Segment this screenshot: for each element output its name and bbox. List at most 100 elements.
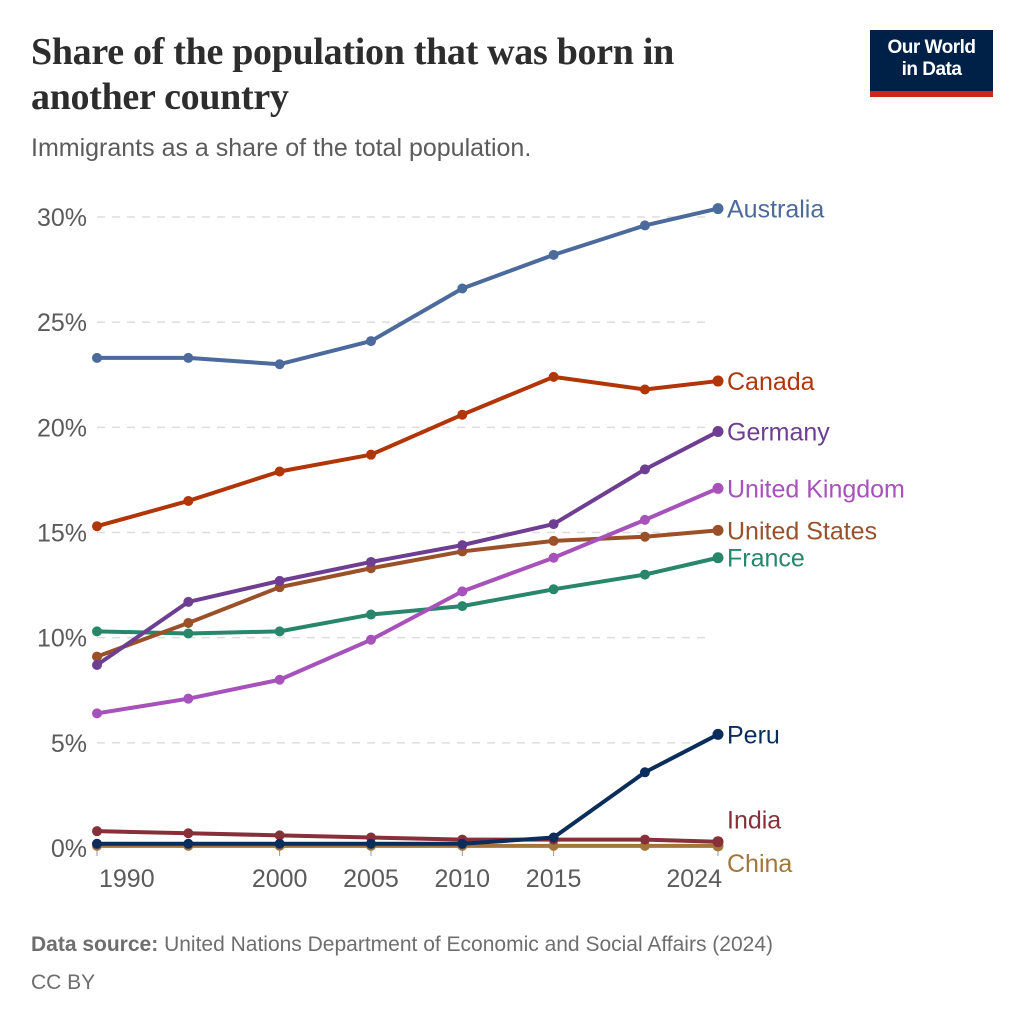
data-point[interactable] xyxy=(92,521,102,532)
series-line[interactable] xyxy=(95,429,720,668)
y-tick-label: 10% xyxy=(37,625,87,653)
data-point[interactable] xyxy=(639,220,650,231)
y-tick-label: 30% xyxy=(37,204,87,232)
data-point[interactable] xyxy=(639,514,650,525)
data-point[interactable] xyxy=(365,449,376,460)
data-point[interactable] xyxy=(548,552,559,563)
data-point[interactable] xyxy=(183,693,194,704)
data-point[interactable] xyxy=(365,556,376,567)
series-united-kingdom[interactable] xyxy=(92,482,724,719)
y-tick-label: 15% xyxy=(37,520,87,548)
series-peru[interactable] xyxy=(92,728,724,849)
data-point[interactable] xyxy=(548,519,559,530)
x-axis-ticks: 1990 2000 2005 2010 2015 2024 xyxy=(96,848,722,893)
data-point[interactable] xyxy=(457,409,468,420)
license[interactable]: CC BY xyxy=(31,971,96,994)
y-tick-label: 20% xyxy=(37,414,87,442)
series-australia[interactable] xyxy=(92,203,724,370)
data-point[interactable] xyxy=(274,575,285,586)
series-line[interactable] xyxy=(95,829,720,844)
series-united-states[interactable] xyxy=(92,524,724,662)
data-point[interactable] xyxy=(92,838,102,849)
data-point[interactable] xyxy=(92,708,102,719)
data-point[interactable] xyxy=(92,352,102,363)
data-point[interactable] xyxy=(639,464,650,475)
data-point[interactable] xyxy=(712,482,724,494)
data-point[interactable] xyxy=(183,828,194,839)
data-point[interactable] xyxy=(365,609,376,620)
data-point[interactable] xyxy=(712,836,724,848)
series-lines xyxy=(92,203,724,852)
data-point[interactable] xyxy=(639,834,650,845)
data-point[interactable] xyxy=(548,535,559,546)
series-label: India xyxy=(727,807,781,835)
data-point[interactable] xyxy=(183,495,194,506)
data-point[interactable] xyxy=(183,838,194,849)
data-point[interactable] xyxy=(365,634,376,645)
data-point[interactable] xyxy=(712,524,724,536)
series-germany[interactable] xyxy=(92,426,724,671)
data-point[interactable] xyxy=(92,660,102,671)
data-point[interactable] xyxy=(548,371,559,382)
data-point[interactable] xyxy=(712,375,724,387)
data-point[interactable] xyxy=(183,596,194,607)
x-tick-label: 2005 xyxy=(343,865,399,893)
data-point[interactable] xyxy=(712,203,724,215)
data-point[interactable] xyxy=(457,838,468,849)
x-tick-label: 2015 xyxy=(526,865,582,893)
data-point[interactable] xyxy=(274,838,285,849)
chart-subtitle: Immigrants as a share of the total popul… xyxy=(31,134,532,162)
data-point[interactable] xyxy=(548,584,559,595)
series-label: Canada xyxy=(727,368,815,396)
data-point[interactable] xyxy=(712,426,724,438)
series-line[interactable] xyxy=(95,486,720,716)
x-tick-label: 2024 xyxy=(666,865,722,893)
logo-accent-bar xyxy=(870,91,993,97)
data-point[interactable] xyxy=(92,626,102,637)
data-point[interactable] xyxy=(365,838,376,849)
data-point[interactable] xyxy=(457,283,468,294)
data-point[interactable] xyxy=(183,352,194,363)
series-line[interactable] xyxy=(95,555,720,636)
y-axis-ticks: 0% 5% 10% 15% 20% 25% 30% xyxy=(37,204,87,863)
x-tick-label: 2000 xyxy=(252,865,308,893)
data-source-text: United Nations Department of Economic an… xyxy=(164,933,773,956)
x-tick-label: 1990 xyxy=(99,865,155,893)
data-point[interactable] xyxy=(365,336,376,347)
series-line[interactable] xyxy=(95,374,720,529)
data-point[interactable] xyxy=(457,540,468,551)
data-point[interactable] xyxy=(274,626,285,637)
data-source-label: Data source: xyxy=(31,933,159,956)
data-point[interactable] xyxy=(548,249,559,260)
x-tick-label: 2010 xyxy=(434,865,490,893)
data-point[interactable] xyxy=(274,830,285,841)
data-point[interactable] xyxy=(274,359,285,370)
data-point[interactable] xyxy=(548,832,559,843)
data-point[interactable] xyxy=(639,531,650,542)
series-canada[interactable] xyxy=(92,371,724,532)
logo-line-2: in Data xyxy=(901,59,962,80)
footer: Data source: United Nations Department o… xyxy=(31,926,773,1002)
data-point[interactable] xyxy=(639,569,650,580)
data-point[interactable] xyxy=(274,674,285,685)
data-point[interactable] xyxy=(457,586,468,597)
data-point[interactable] xyxy=(712,728,724,740)
series-line[interactable] xyxy=(95,206,720,367)
owid-logo[interactable]: Our World in Data xyxy=(870,30,993,97)
logo-text: Our World in Data xyxy=(870,37,993,81)
data-point[interactable] xyxy=(712,552,724,564)
series-line[interactable] xyxy=(95,528,720,659)
data-point[interactable] xyxy=(639,384,650,395)
data-point[interactable] xyxy=(457,601,468,612)
data-point[interactable] xyxy=(639,767,650,778)
data-point[interactable] xyxy=(183,617,194,628)
data-source: Data source: United Nations Department o… xyxy=(31,926,773,964)
chart-title: Share of the population that was born in… xyxy=(31,31,674,118)
series-line[interactable] xyxy=(95,732,720,846)
data-point[interactable] xyxy=(183,628,194,639)
data-point[interactable] xyxy=(92,826,102,837)
data-point[interactable] xyxy=(92,651,102,662)
series-france[interactable] xyxy=(92,552,724,639)
data-point[interactable] xyxy=(274,466,285,477)
